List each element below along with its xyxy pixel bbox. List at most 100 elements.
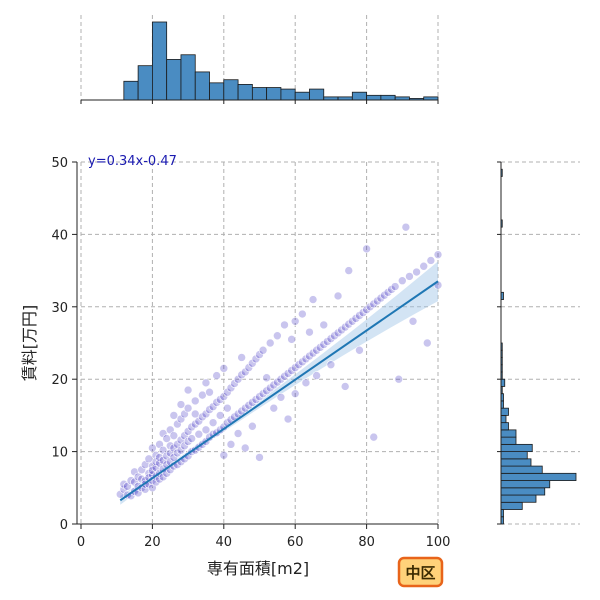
region-badge-box xyxy=(397,556,444,588)
x-axis-title: 専有面積[m2] xyxy=(207,559,309,578)
scatter-point xyxy=(190,396,200,406)
right-hist-bar xyxy=(500,501,523,510)
top-hist-bar xyxy=(123,80,139,101)
scatter-point xyxy=(319,340,329,349)
scatter-point xyxy=(144,454,154,464)
top-histogram xyxy=(80,15,439,104)
scatter-point xyxy=(190,409,200,419)
scatter-point xyxy=(422,338,432,348)
scatter-point xyxy=(140,484,150,494)
scatter-point xyxy=(419,261,429,271)
top-hist-bar xyxy=(380,94,396,101)
scatter-point xyxy=(173,448,182,458)
scatter-point xyxy=(244,363,254,372)
scatter-point xyxy=(205,405,214,414)
scatter-point xyxy=(287,335,296,344)
scatter-point xyxy=(273,331,282,341)
top-hist-bar xyxy=(151,21,168,101)
scatter-point xyxy=(237,353,246,362)
scatter-point xyxy=(308,348,318,358)
scatter-point xyxy=(194,416,204,426)
scatter-point xyxy=(255,453,264,462)
scatter-point xyxy=(355,345,364,355)
top-hist-bar xyxy=(237,84,253,101)
scatter-point xyxy=(312,371,321,380)
scatter-point xyxy=(348,316,357,326)
scatter-point xyxy=(290,316,300,326)
regression-line xyxy=(119,280,439,502)
scatter-point xyxy=(130,467,139,477)
scatter-point xyxy=(248,398,257,407)
scatter-point xyxy=(258,389,268,398)
scatter-point xyxy=(158,429,168,438)
top-hist-bar xyxy=(280,88,296,101)
scatter-point xyxy=(148,443,157,453)
scatter-point xyxy=(233,374,243,384)
right-hist-bar xyxy=(500,436,517,445)
scatter-point xyxy=(162,434,171,443)
scatter-point xyxy=(240,443,250,453)
right-hist-bar xyxy=(500,480,551,489)
scatter-point xyxy=(265,338,275,348)
scatter-point xyxy=(351,314,361,323)
scatter-point xyxy=(337,325,346,335)
scatter-point xyxy=(212,398,221,407)
right-hist-bar xyxy=(500,443,533,452)
x-tick-label: 100 xyxy=(426,535,451,550)
scatter-point xyxy=(390,282,400,291)
scatter-point xyxy=(176,400,186,409)
scatter-point xyxy=(273,377,282,387)
y-tick-label: 0 xyxy=(60,518,68,533)
scatter-point xyxy=(340,382,350,391)
scatter-point xyxy=(173,419,182,429)
scatter-point xyxy=(323,337,332,346)
scatter-point xyxy=(176,414,186,424)
region-badge-label: 中区 xyxy=(405,564,435,582)
right-hist-bar xyxy=(500,458,532,467)
scatter-point xyxy=(169,431,179,440)
scatter-point xyxy=(358,308,368,317)
scatter-point xyxy=(344,266,354,275)
scatter-point xyxy=(362,305,371,314)
y-tick-label: 20 xyxy=(51,373,68,388)
top-hist-bar xyxy=(251,87,268,101)
scatter-point xyxy=(251,354,261,364)
right-hist-bar xyxy=(500,422,509,431)
scatter-point xyxy=(230,379,239,388)
x-tick-label: 40 xyxy=(216,535,233,550)
top-hist-bar xyxy=(309,88,325,101)
scatter-point xyxy=(226,383,236,393)
scatter-point xyxy=(205,387,214,397)
scatter-point xyxy=(305,327,314,337)
scatter-point xyxy=(233,429,243,438)
scatter-point xyxy=(226,440,236,449)
scatter-point xyxy=(305,351,314,361)
x-tick-label: 0 xyxy=(77,535,85,550)
scatter-point xyxy=(283,369,293,378)
top-hist-bar xyxy=(366,94,382,101)
y-tick-label: 30 xyxy=(51,301,68,316)
confidence-band xyxy=(120,261,439,505)
top-hist-bar xyxy=(166,59,182,101)
scatter-point xyxy=(258,345,268,355)
scatter-point xyxy=(212,371,221,380)
scatter-point xyxy=(169,453,179,462)
scatter-point xyxy=(290,389,300,398)
scatter-point xyxy=(276,392,286,402)
scatter-point xyxy=(137,465,146,475)
top-hist-bar xyxy=(294,91,310,101)
scatter-point xyxy=(223,387,232,397)
scatter-point xyxy=(155,453,164,462)
scatter-point xyxy=(426,256,436,265)
scatter-point xyxy=(194,429,204,439)
scatter-point xyxy=(319,320,329,330)
scatter-point xyxy=(383,288,393,297)
scatter-point xyxy=(330,331,339,341)
scatter-point xyxy=(215,411,225,420)
scatter-point xyxy=(326,334,336,343)
scatter-point xyxy=(373,296,382,306)
scatter-point xyxy=(365,302,375,312)
scatter-point xyxy=(251,395,261,404)
